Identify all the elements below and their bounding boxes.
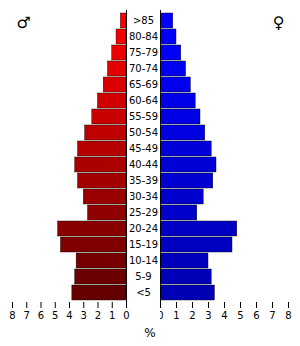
svg-text:5: 5: [52, 310, 58, 321]
svg-text:30-34: 30-34: [129, 191, 158, 202]
svg-text:1: 1: [173, 310, 179, 321]
svg-text:25-29: 25-29: [129, 207, 158, 218]
svg-text:2: 2: [95, 310, 101, 321]
svg-text:1: 1: [109, 310, 115, 321]
svg-text:5: 5: [237, 310, 243, 321]
svg-text:8: 8: [9, 310, 15, 321]
svg-text:35-39: 35-39: [129, 175, 158, 186]
svg-text:3: 3: [81, 310, 87, 321]
svg-text:55-59: 55-59: [129, 111, 158, 122]
svg-text:<5: <5: [136, 287, 151, 298]
svg-text:5-9: 5-9: [135, 271, 151, 282]
svg-text:4: 4: [66, 310, 72, 321]
svg-text:3: 3: [205, 310, 211, 321]
svg-text:8: 8: [285, 310, 291, 321]
svg-text:2: 2: [189, 310, 195, 321]
svg-text:10-14: 10-14: [129, 255, 158, 266]
svg-text:♂: ♂: [17, 13, 31, 32]
svg-text:50-54: 50-54: [129, 127, 158, 138]
svg-text:0: 0: [123, 310, 129, 321]
svg-text:>85: >85: [133, 15, 154, 26]
svg-text:40-44: 40-44: [129, 159, 158, 170]
svg-text:6: 6: [253, 310, 259, 321]
svg-text:70-74: 70-74: [129, 63, 158, 74]
svg-text:80-84: 80-84: [129, 31, 158, 42]
svg-text:20-24: 20-24: [129, 223, 158, 234]
svg-text:4: 4: [221, 310, 227, 321]
svg-text:15-19: 15-19: [129, 239, 158, 250]
svg-text:♀: ♀: [273, 13, 285, 32]
svg-text:7: 7: [269, 310, 275, 321]
svg-text:7: 7: [24, 310, 30, 321]
svg-text:6: 6: [38, 310, 44, 321]
svg-text:0: 0: [160, 310, 164, 321]
svg-text:75-79: 75-79: [129, 47, 158, 58]
svg-text:65-69: 65-69: [129, 79, 158, 90]
svg-text:45-49: 45-49: [129, 143, 158, 154]
svg-text:60-64: 60-64: [129, 95, 158, 106]
